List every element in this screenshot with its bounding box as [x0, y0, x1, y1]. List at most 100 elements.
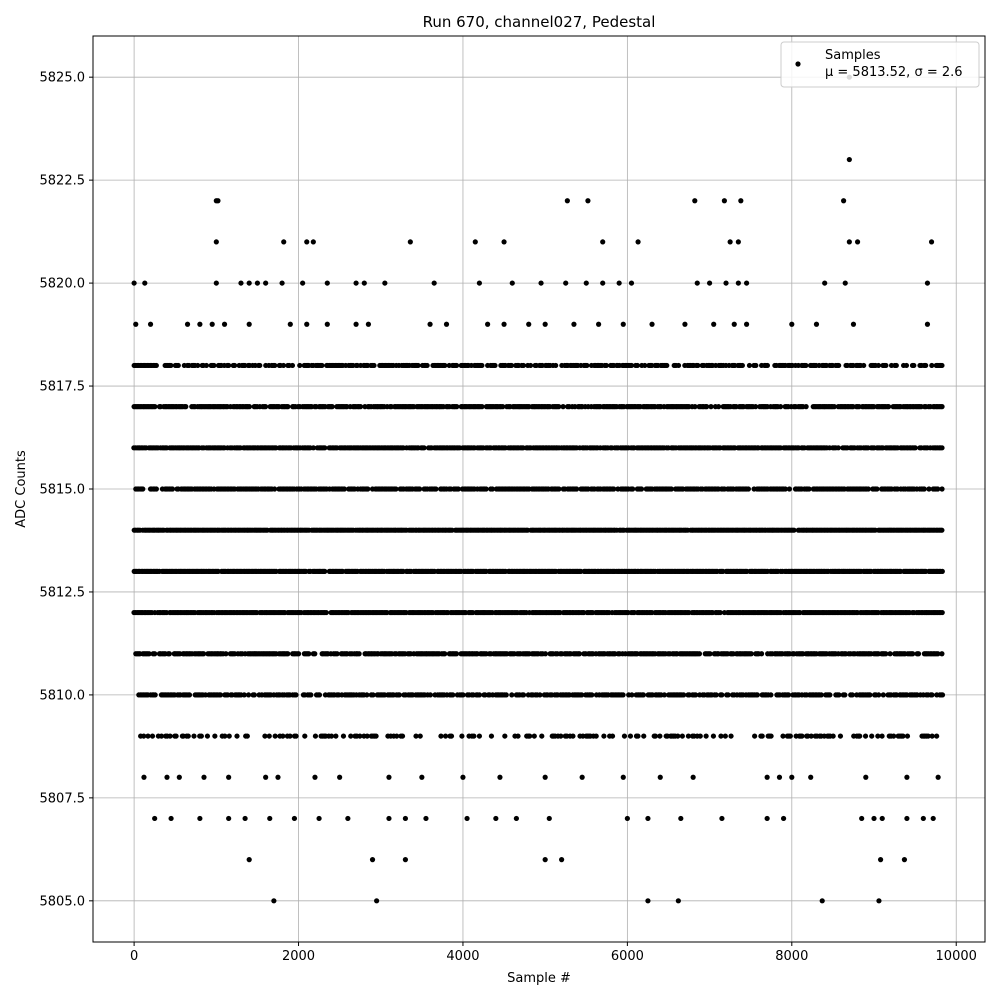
sample-point — [271, 898, 277, 904]
sample-point — [369, 857, 376, 863]
sample-point — [232, 362, 238, 369]
y-tick-label: 5815.0 — [40, 483, 86, 498]
sample-point — [279, 280, 285, 286]
sample-point — [571, 321, 577, 327]
sample-point — [386, 815, 392, 822]
sample-point — [874, 486, 880, 492]
sample-point — [312, 651, 318, 657]
sample-point — [272, 362, 278, 369]
sample-point — [836, 692, 842, 698]
sample-point — [211, 362, 217, 369]
sample-point — [600, 280, 606, 286]
sample-point — [488, 733, 495, 739]
sample-point — [183, 404, 189, 410]
sample-point — [585, 198, 591, 204]
sample-point — [215, 198, 221, 204]
sample-point — [212, 733, 218, 739]
sample-point — [725, 692, 731, 698]
sample-point — [373, 733, 379, 739]
sample-point — [553, 362, 559, 369]
sample-point — [603, 362, 609, 369]
sample-point — [841, 198, 847, 204]
sample-point — [500, 404, 506, 410]
sample-point — [697, 733, 703, 739]
sample-point — [579, 692, 585, 698]
sample-point — [364, 692, 370, 698]
sample-point — [711, 321, 717, 327]
sample-point — [891, 733, 897, 739]
sample-point — [768, 733, 774, 739]
sample-point — [764, 774, 770, 780]
sample-point — [939, 404, 945, 410]
sample-point — [728, 733, 734, 739]
sample-point — [427, 692, 433, 698]
sample-point — [353, 321, 359, 327]
sample-point — [743, 321, 750, 327]
sample-point — [789, 321, 795, 327]
sample-point — [217, 692, 224, 698]
sample-point — [887, 651, 893, 657]
sample-point — [365, 486, 371, 492]
sample-point — [791, 527, 797, 533]
sample-point — [923, 362, 929, 369]
sample-point — [337, 774, 343, 780]
sample-point — [293, 733, 299, 739]
sample-point — [246, 404, 253, 410]
sample-point — [361, 280, 367, 286]
sample-point — [483, 486, 489, 492]
sample-point — [152, 692, 158, 698]
sample-point — [831, 404, 837, 410]
sample-point — [393, 486, 399, 492]
sample-point — [939, 692, 946, 698]
sample-point — [912, 445, 918, 451]
sample-point — [345, 815, 351, 822]
sample-point — [911, 362, 917, 369]
sample-point — [308, 692, 314, 698]
sample-point — [489, 486, 495, 492]
sample-point — [164, 774, 170, 780]
sample-point — [455, 486, 461, 492]
sample-point — [213, 239, 219, 245]
sample-point — [245, 692, 252, 698]
sample-point — [324, 321, 330, 327]
sample-point — [399, 733, 406, 739]
sample-point — [515, 733, 521, 739]
sample-point — [920, 815, 926, 822]
sample-point — [175, 362, 181, 369]
sample-point — [692, 198, 698, 204]
sample-point — [280, 733, 286, 739]
sample-point — [764, 362, 771, 369]
sample-point — [152, 651, 158, 657]
sample-point — [925, 733, 931, 739]
sample-point — [353, 280, 359, 286]
sample-point — [287, 733, 293, 739]
sample-point — [719, 692, 725, 698]
sample-point — [479, 404, 485, 410]
sample-point — [589, 692, 595, 698]
sample-point — [738, 198, 744, 204]
sample-point — [652, 733, 659, 739]
sample-point — [846, 239, 852, 245]
sample-point — [627, 733, 634, 739]
sample-point — [787, 733, 793, 739]
sample-point — [939, 609, 945, 616]
sample-point — [246, 280, 252, 286]
sample-point — [509, 280, 515, 286]
sample-point — [152, 815, 158, 822]
sample-point — [939, 651, 945, 657]
sample-point — [509, 692, 515, 698]
sample-point — [904, 733, 911, 739]
sample-point — [365, 321, 372, 327]
sample-point — [262, 404, 269, 410]
sample-point — [857, 733, 863, 739]
sample-point — [415, 362, 421, 369]
sample-point — [827, 692, 833, 698]
sample-point — [904, 815, 910, 822]
sample-point — [502, 733, 508, 739]
sample-point — [904, 774, 910, 780]
sample-point — [745, 486, 752, 492]
sample-point — [323, 609, 329, 616]
sample-point — [333, 733, 339, 739]
x-tick-label: 2000 — [282, 949, 315, 964]
sample-point — [735, 239, 741, 245]
